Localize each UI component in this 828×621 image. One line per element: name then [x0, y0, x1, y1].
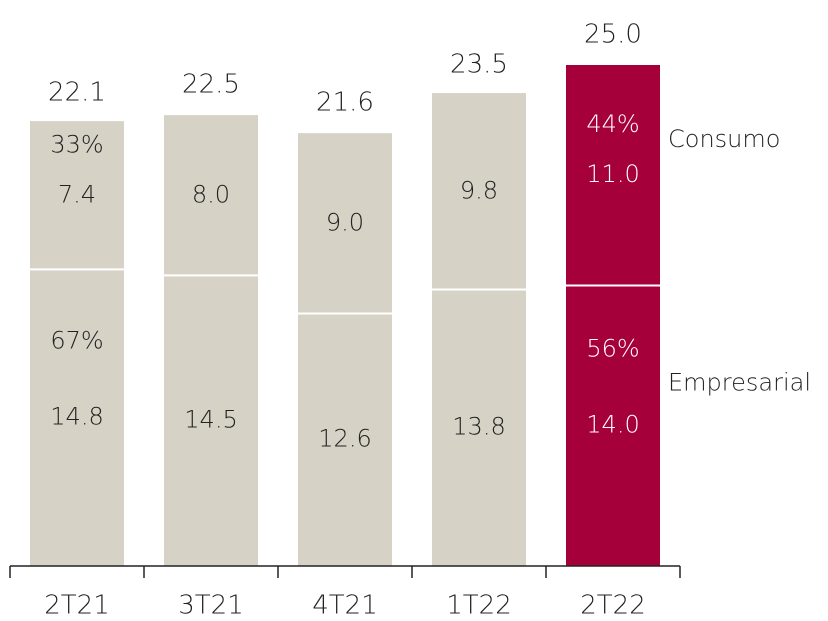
- legend-label: Consumo: [668, 125, 780, 153]
- bar-segment: [566, 285, 660, 566]
- total-label: 23.5: [450, 50, 508, 80]
- value-label: 9.8: [460, 176, 498, 204]
- value-label: 14.0: [586, 411, 639, 439]
- bar-segment: [298, 313, 392, 566]
- bar-segment: [432, 289, 526, 566]
- x-tick-label: 3T21: [178, 591, 244, 621]
- value-label: 11.0: [586, 160, 639, 188]
- value-label: 14.5: [184, 406, 237, 434]
- value-label: 9.0: [326, 208, 364, 236]
- bar-segment: [432, 93, 526, 290]
- bar-segment: [164, 275, 258, 566]
- x-tick-label: 1T22: [446, 591, 512, 621]
- value-label: 8.0: [192, 180, 230, 208]
- share-label: 44%: [586, 110, 639, 138]
- x-tick-label: 2T21: [44, 591, 110, 621]
- total-label: 21.6: [316, 88, 374, 118]
- bar-segment: [30, 121, 124, 270]
- bar-segment: [566, 65, 660, 286]
- bar-segment: [30, 269, 124, 566]
- x-tick-label: 2T22: [580, 591, 646, 621]
- total-label: 25.0: [584, 20, 642, 50]
- share-label: 33%: [50, 130, 103, 158]
- value-label: 7.4: [58, 180, 96, 208]
- share-label: 56%: [586, 335, 639, 363]
- bar-segment: [164, 115, 258, 276]
- total-label: 22.5: [182, 70, 240, 100]
- value-label: 12.6: [318, 425, 371, 453]
- bar-segment: [298, 133, 392, 314]
- share-label: 67%: [50, 327, 103, 355]
- value-label: 13.8: [452, 413, 505, 441]
- total-label: 22.1: [48, 78, 106, 108]
- x-tick-label: 4T21: [312, 591, 378, 621]
- value-label: 14.8: [50, 403, 103, 431]
- legend-label: Empresarial: [668, 369, 811, 397]
